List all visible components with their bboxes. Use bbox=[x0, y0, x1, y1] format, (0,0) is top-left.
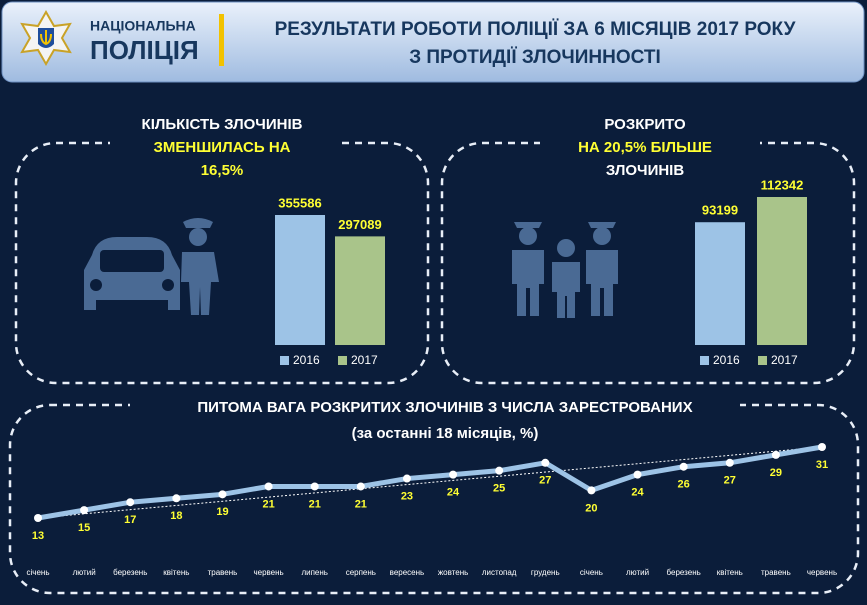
x-tick-label: березень bbox=[667, 568, 701, 577]
value-label: 24 bbox=[631, 487, 644, 499]
value-label: 29 bbox=[770, 467, 782, 479]
x-tick-label: лютий bbox=[73, 568, 96, 577]
point bbox=[771, 450, 780, 459]
x-tick-label: березень bbox=[113, 568, 147, 577]
point bbox=[541, 458, 550, 467]
value-label: 24 bbox=[447, 487, 460, 499]
x-tick-label: листопад bbox=[482, 568, 517, 577]
panel-gap bbox=[110, 105, 340, 185]
emblem bbox=[20, 9, 72, 67]
x-tick-label: липень bbox=[301, 568, 328, 577]
point bbox=[218, 490, 227, 499]
header-box bbox=[1, 1, 865, 83]
panel-title: ЗМЕНШИЛАСЬ НА bbox=[153, 139, 290, 156]
bar bbox=[695, 222, 745, 345]
arrest-icon bbox=[512, 222, 618, 318]
legend-label: 2016 bbox=[293, 353, 320, 367]
chart-subtitle: (за останні 18 місяців, %) bbox=[352, 425, 539, 442]
value-label: 355586 bbox=[278, 195, 321, 210]
value-label: 27 bbox=[724, 475, 736, 487]
value-label: 21 bbox=[355, 498, 367, 510]
panel bbox=[440, 141, 856, 385]
point bbox=[402, 474, 411, 483]
x-tick-label: квітень bbox=[717, 568, 743, 577]
car-icon bbox=[84, 237, 180, 310]
panel-title: ЗЛОЧИНІВ bbox=[606, 162, 685, 179]
x-tick-label: квітень bbox=[163, 568, 189, 577]
point bbox=[818, 443, 826, 451]
header-title: З ПРОТИДІЇ ЗЛОЧИННОСТІ bbox=[409, 47, 661, 68]
point bbox=[725, 458, 734, 467]
x-tick-label: лютий bbox=[626, 568, 649, 577]
value-label: 27 bbox=[539, 475, 551, 487]
point bbox=[126, 498, 135, 507]
x-tick-label: січень bbox=[27, 568, 50, 577]
panel-title: НА 20,5% БІЛЬШЕ bbox=[578, 139, 712, 156]
point bbox=[356, 482, 365, 491]
point bbox=[495, 466, 504, 475]
bar bbox=[335, 236, 385, 345]
x-tick-label: грудень bbox=[531, 568, 560, 577]
value-label: 31 bbox=[816, 459, 828, 471]
panel-gap bbox=[540, 105, 760, 185]
value-label: 21 bbox=[309, 498, 321, 510]
value-label: 13 bbox=[32, 530, 44, 542]
value-label: 93199 bbox=[702, 203, 738, 218]
bar bbox=[275, 215, 325, 345]
value-label: 21 bbox=[262, 498, 274, 510]
panel-title: 16,5% bbox=[201, 162, 244, 179]
x-tick-label: травень bbox=[761, 568, 791, 577]
x-tick-label: жовтень bbox=[438, 568, 468, 577]
panel-title: КІЛЬКІСТЬ ЗЛОЧИНІВ bbox=[142, 116, 303, 133]
point bbox=[587, 486, 596, 495]
point bbox=[80, 506, 89, 515]
panel-gap bbox=[130, 395, 740, 415]
divider bbox=[219, 14, 224, 66]
point bbox=[633, 470, 642, 479]
value-label: 112342 bbox=[761, 177, 804, 192]
value-label: 23 bbox=[401, 490, 413, 502]
point bbox=[34, 514, 42, 522]
x-tick-label: червень bbox=[253, 568, 283, 577]
value-label: 26 bbox=[678, 479, 690, 491]
logo-top: НАЦІОНАЛЬНА bbox=[90, 18, 196, 34]
chart-title: ПИТОМА ВАГА РОЗКРИТИХ ЗЛОЧИНІВ З ЧИСЛА З… bbox=[197, 399, 692, 416]
value-label: 17 bbox=[124, 514, 136, 526]
legend-label: 2017 bbox=[351, 353, 378, 367]
legend-swatch bbox=[700, 356, 709, 365]
point bbox=[310, 482, 319, 491]
bar bbox=[757, 197, 807, 345]
panel-title: РОЗКРИТО bbox=[604, 116, 686, 133]
panel bbox=[14, 141, 430, 385]
legend-label: 2017 bbox=[771, 353, 798, 367]
value-label: 297089 bbox=[338, 217, 381, 232]
logo-bottom: ПОЛІЦІЯ bbox=[90, 35, 199, 65]
x-tick-label: вересень bbox=[390, 568, 425, 577]
header-title: РЕЗУЛЬТАТИ РОБОТИ ПОЛІЦІЇ ЗА 6 МІСЯЦІВ 2… bbox=[275, 19, 796, 40]
x-tick-label: травень bbox=[208, 568, 238, 577]
officer-icon bbox=[181, 218, 219, 315]
point bbox=[449, 470, 458, 479]
x-tick-label: січень bbox=[580, 568, 603, 577]
value-label: 25 bbox=[493, 483, 505, 495]
legend-swatch bbox=[280, 356, 289, 365]
value-label: 20 bbox=[585, 502, 597, 514]
x-tick-label: червень bbox=[807, 568, 837, 577]
x-tick-label: серпень bbox=[346, 568, 376, 577]
legend-swatch bbox=[758, 356, 767, 365]
point bbox=[264, 482, 273, 491]
point bbox=[679, 462, 688, 471]
point bbox=[172, 494, 181, 503]
trend-line bbox=[37, 446, 823, 519]
line bbox=[37, 444, 823, 521]
value-label: 19 bbox=[216, 506, 228, 518]
value-label: 18 bbox=[170, 510, 182, 522]
value-label: 15 bbox=[78, 522, 90, 534]
legend-label: 2016 bbox=[713, 353, 740, 367]
legend-swatch bbox=[338, 356, 347, 365]
